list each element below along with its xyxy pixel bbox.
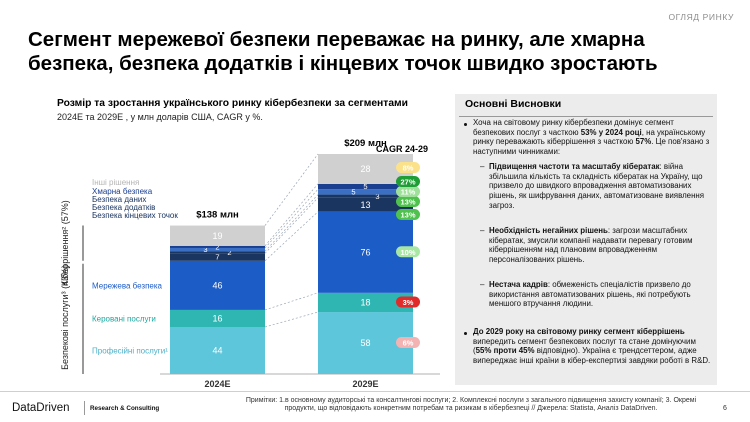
bar-segment <box>318 194 413 198</box>
bar-segment <box>170 245 265 248</box>
segment-name-label: Безпека додатків <box>92 203 155 212</box>
dash-marker: – <box>480 162 485 171</box>
bar-segment <box>170 327 265 374</box>
footnotes: Примітки: 1.в основному аудиторські та к… <box>245 397 697 413</box>
segment-name-label: Хмарна безпека <box>92 187 153 196</box>
connector-line <box>264 194 319 252</box>
cagr-pill <box>396 337 420 349</box>
cagr-value: 13% <box>400 211 415 220</box>
cagr-value: 3% <box>403 298 414 307</box>
finding-1-sub-2: Необхідність негайних рішень: загрози ма… <box>489 226 693 265</box>
bar-segment <box>170 253 265 261</box>
bar-value-label: 18 <box>360 298 370 308</box>
bar-value-label: 7 <box>215 253 219 262</box>
key-findings-divider <box>459 116 713 117</box>
page-title: Сегмент мережевої безпеки переважає на р… <box>28 28 658 75</box>
bar-segment <box>318 189 413 195</box>
cagr-value: 11% <box>401 188 416 197</box>
bar-value-label: 19 <box>212 231 222 241</box>
bar-value-label: 28 <box>360 164 370 174</box>
cagr-value: 13% <box>400 198 415 207</box>
connector-line <box>264 197 319 254</box>
key-findings-title: Основні Висновки <box>465 98 562 110</box>
cagr-value: 8% <box>403 164 414 173</box>
cagr-pill <box>396 246 420 258</box>
bar-value-label: 2 <box>227 248 231 257</box>
bar-value-label: 5 <box>351 188 355 197</box>
logo: DataDriven <box>12 402 70 414</box>
segment-name-label: Мережева безпека <box>92 281 163 290</box>
cagr-value: 27% <box>400 178 415 187</box>
connector-line <box>264 183 319 247</box>
segment-name-label: Керовані послуги <box>92 314 156 323</box>
bar-segment <box>318 292 413 313</box>
bar-value-label: 2 <box>215 243 219 252</box>
cagr-pill <box>396 209 420 220</box>
bar-value-label: 76 <box>360 247 370 257</box>
cagr-pill <box>396 196 420 207</box>
bar-value-label: 3 <box>203 245 207 254</box>
page-number: 6 <box>723 405 727 412</box>
logo-separator <box>84 401 85 415</box>
bar-segment <box>170 247 265 252</box>
section-tag: ОГЛЯД РИНКУ <box>668 12 734 22</box>
dash-marker: – <box>480 226 485 235</box>
connector-line <box>264 311 319 328</box>
finding-1: Хоча на світовому ринку кібербезпеки дом… <box>473 118 710 157</box>
connector-line <box>264 292 319 311</box>
bar-segment <box>170 260 265 310</box>
bar-segment <box>318 183 413 190</box>
x-tick-label: 2024E <box>204 379 230 389</box>
chart-subtitle: 2024E та 2029E , у млн доларів США, CAGR… <box>57 112 263 122</box>
segment-name-label: Інші рішення <box>92 178 139 187</box>
finding-2: До 2029 року на світовому ринку сегмент … <box>473 327 711 366</box>
cagr-pill <box>396 186 420 197</box>
key-findings-panel: Основні Висновки Хоча на світовому ринку… <box>455 94 717 385</box>
chart-title: Розмір та зростання українського ринку к… <box>57 98 408 109</box>
connector-line <box>264 189 319 249</box>
bar-value-label: 16 <box>212 314 222 324</box>
bar-segment <box>318 197 413 212</box>
bar-value-label: 13 <box>360 200 370 210</box>
cagr-value: 10% <box>400 248 415 257</box>
cagr-value: 6% <box>403 339 414 348</box>
x-tick-label: 2029E <box>352 379 378 389</box>
bar-value-label: 46 <box>212 281 222 291</box>
cagr-pill <box>396 296 420 308</box>
bar-segment <box>170 251 265 254</box>
segment-name-label: Безпека даних <box>92 195 146 204</box>
connector-line <box>264 153 319 226</box>
bar-value-label: 44 <box>212 346 222 356</box>
segment-name-label: Безпека кінцевих точок <box>92 211 178 220</box>
logo-subtitle: Research & Consulting <box>90 405 160 412</box>
footer-divider <box>0 391 750 392</box>
cagr-pill <box>396 162 420 173</box>
group-label-security-services: Безпекові послуги³ (43%) <box>60 265 70 370</box>
finding-1-sub-3: Нестача кадрів: обмеженість спеціалістів… <box>489 280 691 309</box>
bar-value-label: 5 <box>363 182 367 191</box>
bullet-dot <box>464 332 467 335</box>
connector-line <box>264 211 319 262</box>
bar-value-label: 58 <box>360 338 370 348</box>
bullet-dot <box>464 123 467 126</box>
finding-1-sub-1: Підвищення частоти та масштабу кібератак… <box>489 162 705 210</box>
cagr-header: CAGR 24-29 <box>376 144 428 154</box>
bar-segment <box>170 225 265 246</box>
bar-total-label: $209 млн <box>344 138 387 149</box>
segment-name-label: Професійні послуги¹ <box>92 347 168 356</box>
bar-total-label: $138 млн <box>196 210 239 221</box>
cagr-pill <box>396 176 420 187</box>
bar-value-label: 3 <box>375 192 379 201</box>
bar-segment <box>170 309 265 328</box>
dash-marker: – <box>480 280 485 289</box>
group-label-cyber-solutions: Кіберрішення² (57%) <box>60 200 70 286</box>
